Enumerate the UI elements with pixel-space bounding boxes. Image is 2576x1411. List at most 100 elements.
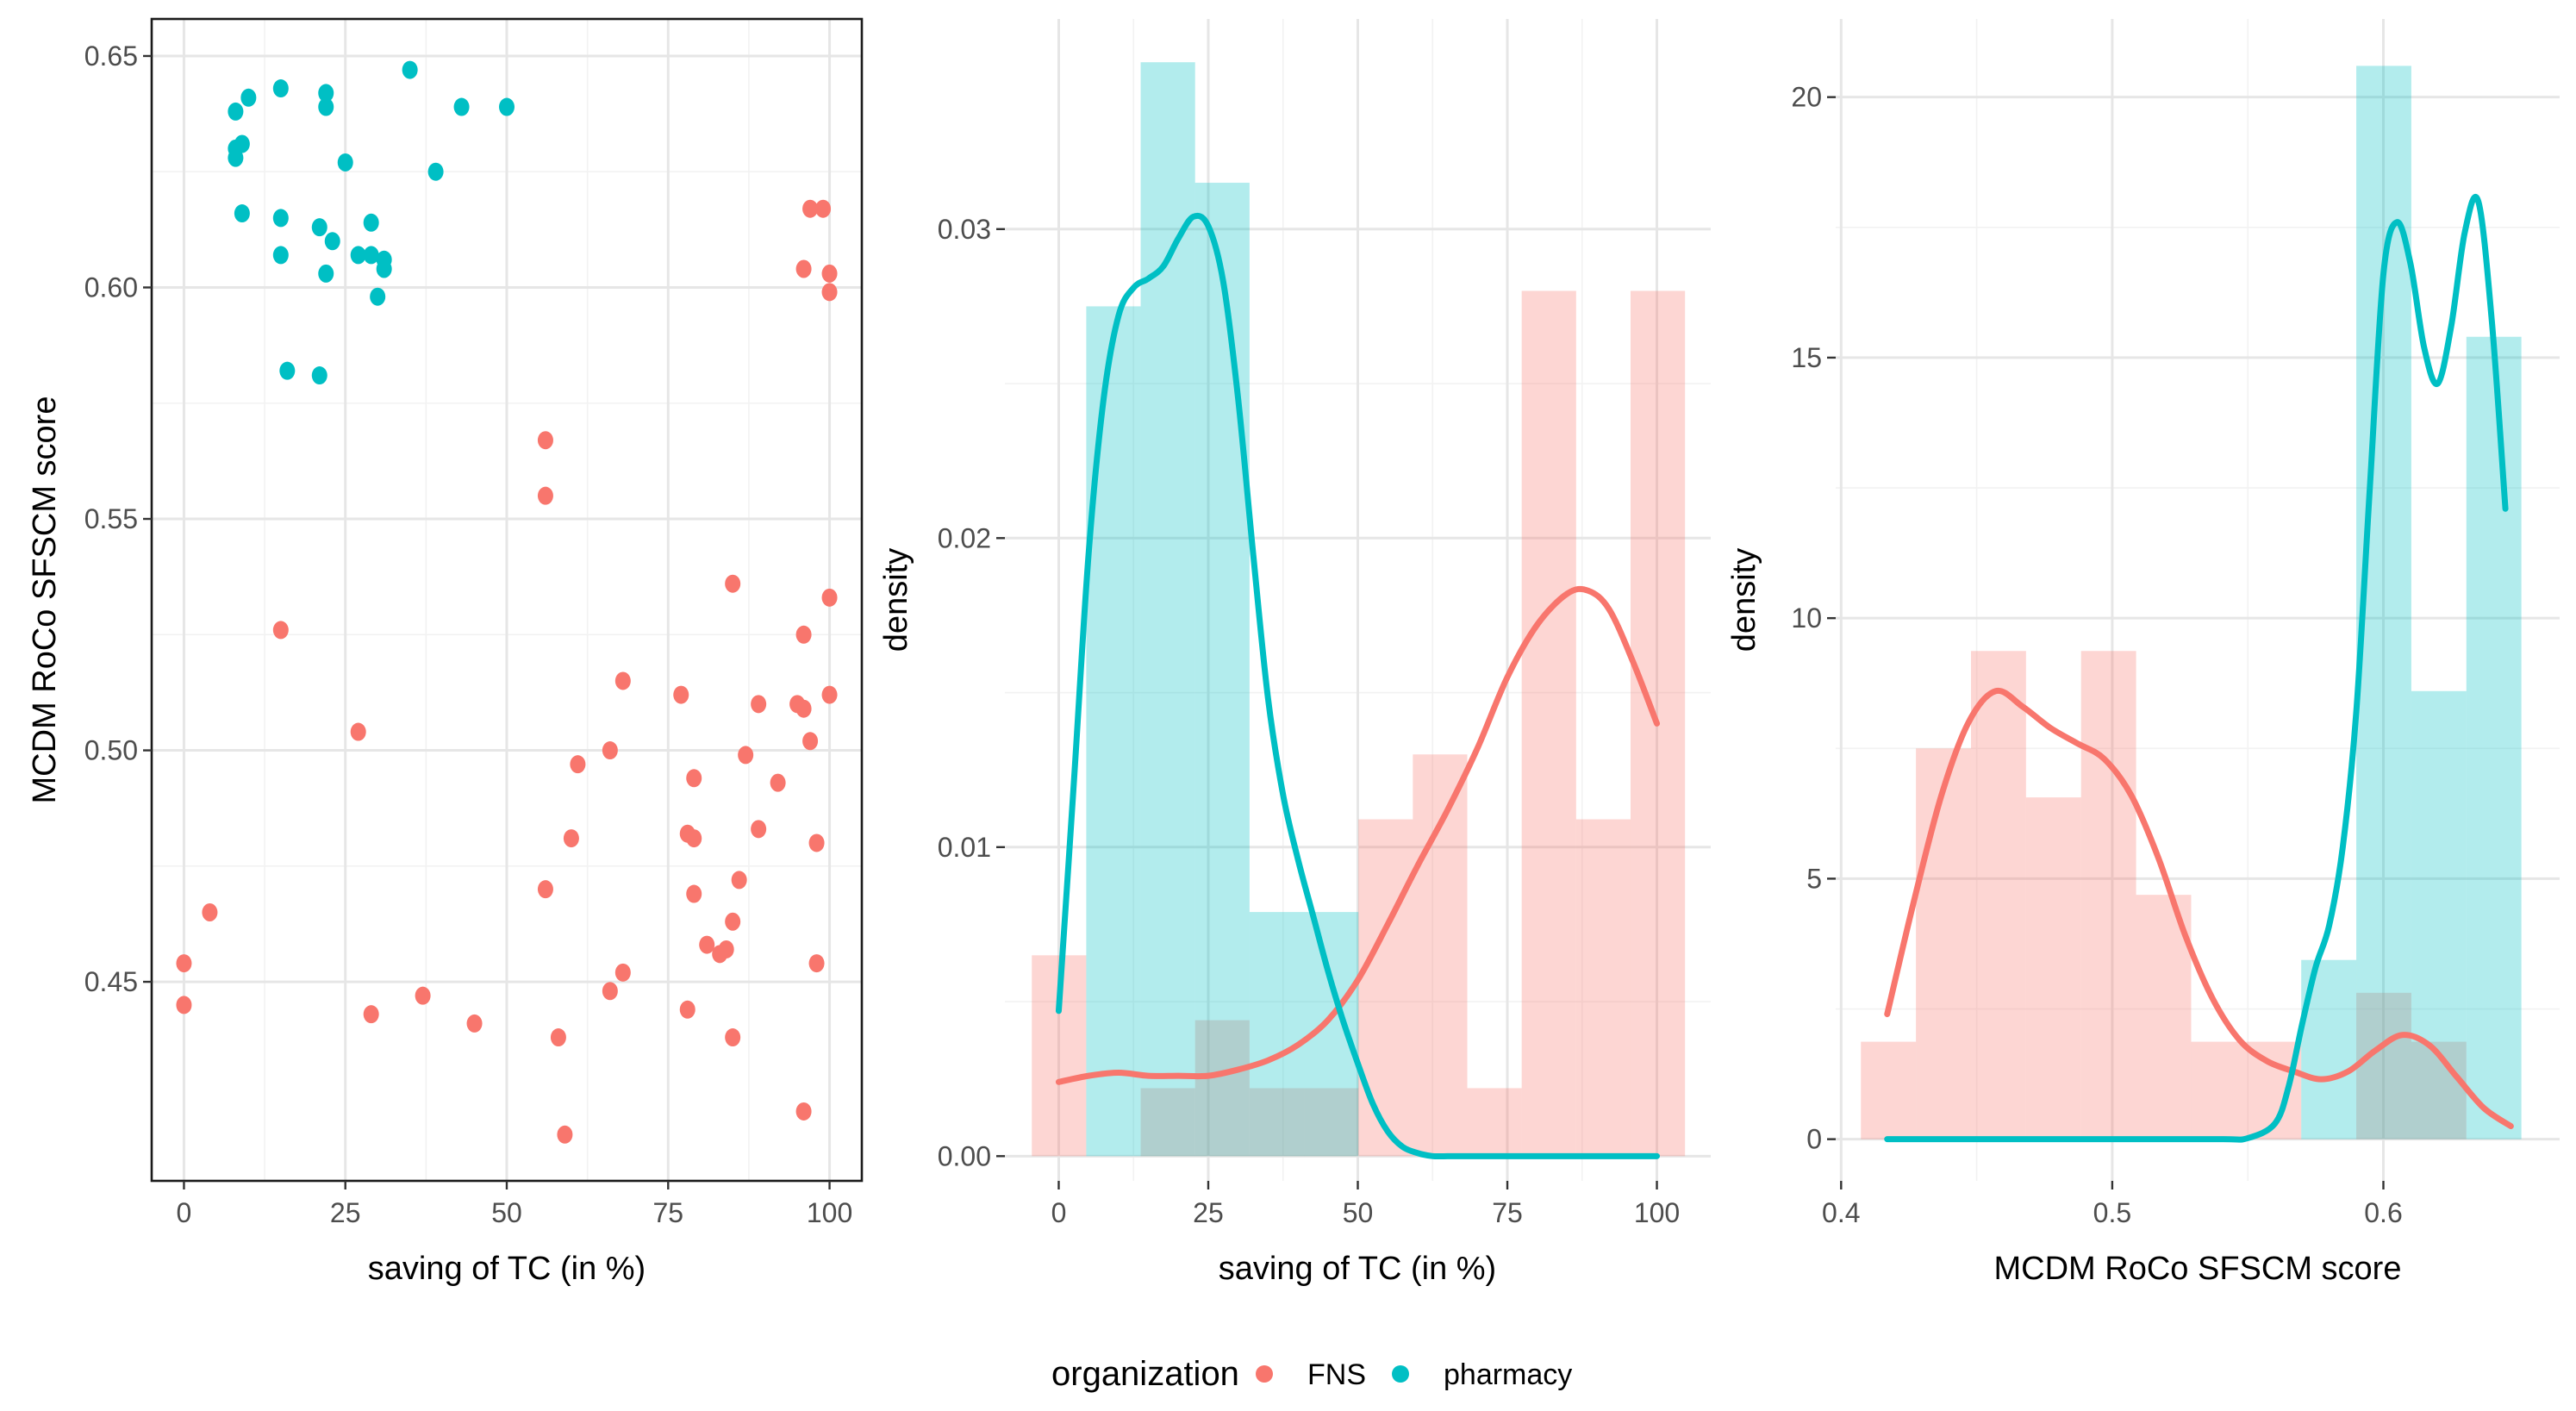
- histogram-bar-fns: [2025, 797, 2081, 1139]
- scatter-point-fns: [602, 982, 618, 1001]
- scatter-point-pharmacy: [318, 84, 334, 103]
- scatter-point-fns: [176, 954, 192, 973]
- y-axis-title: MCDM RoCo SFSCM score: [27, 396, 63, 804]
- legend-key-fns: [1256, 1365, 1273, 1383]
- scatter-point-pharmacy: [427, 162, 444, 181]
- scatter-point-pharmacy: [499, 97, 515, 116]
- histogram-bar-fns: [2136, 895, 2192, 1139]
- scatter-point-fns: [563, 829, 579, 848]
- scatter-point-pharmacy: [228, 102, 244, 121]
- x-tick-label: 0: [177, 1197, 192, 1228]
- scatter-point-fns: [686, 769, 702, 788]
- x-tick-label: 0: [1051, 1197, 1067, 1228]
- scatter-point-fns: [821, 685, 838, 704]
- scatter-point-pharmacy: [311, 218, 327, 237]
- scatter-point-fns: [415, 986, 431, 1005]
- x-axis-title: MCDM RoCo SFSCM score: [1994, 1251, 2402, 1287]
- scatter-point-fns: [725, 1028, 741, 1047]
- histogram-bar-fns: [1861, 1041, 1917, 1139]
- scatter-point-fns: [795, 259, 812, 278]
- x-tick-label: 25: [1193, 1197, 1224, 1228]
- x-tick-label: 100: [807, 1197, 852, 1228]
- scatter-point-fns: [731, 871, 747, 890]
- scatter-point-pharmacy: [376, 259, 392, 278]
- y-tick-label: 0.45: [84, 966, 138, 997]
- scatter-point-fns: [821, 588, 838, 607]
- scatter-point-fns: [614, 671, 631, 690]
- histogram-bar-pharmacy: [1249, 912, 1305, 1157]
- y-tick-label: 20: [1791, 82, 1822, 113]
- scatter-point-fns: [679, 1000, 695, 1019]
- scatter-point-pharmacy: [272, 79, 289, 98]
- x-tick-label: 0.4: [1822, 1197, 1860, 1228]
- scatter-point-pharmacy: [363, 213, 379, 232]
- histogram-bar-fns: [1575, 819, 1631, 1157]
- scatter-point-fns: [738, 746, 754, 765]
- scatter-point-pharmacy: [228, 139, 244, 158]
- histogram-bar-fns: [1521, 290, 1576, 1157]
- scatter-point-fns: [363, 1005, 379, 1024]
- scatter-point-pharmacy: [324, 232, 340, 251]
- scatter-point-fns: [751, 695, 767, 714]
- scatter-point-fns: [821, 264, 838, 283]
- scatter-point-pharmacy: [402, 60, 418, 79]
- y-tick-label: 0.02: [938, 522, 991, 553]
- scatter-point-fns: [795, 1102, 812, 1121]
- histogram-bar-pharmacy: [2466, 336, 2522, 1139]
- score-density-panel: 0.4 0.5 0.6 0 5 10 15 20 MCDM RoCo SFSCM score de…: [1726, 19, 2560, 1287]
- scatter-point-pharmacy: [363, 246, 379, 265]
- scatter-point-fns: [699, 935, 715, 954]
- histogram-bar-fns: [2080, 651, 2136, 1139]
- scatter-point-fns: [725, 912, 741, 931]
- histogram-bar-fns: [1358, 819, 1413, 1157]
- scatter-point-fns: [550, 1028, 566, 1047]
- y-tick-label: 0.65: [84, 41, 138, 72]
- scatter-point-fns: [815, 199, 832, 218]
- scatter-point-fns: [802, 199, 819, 218]
- scatter-point-fns: [795, 699, 812, 718]
- x-tick-label: 75: [652, 1197, 683, 1228]
- scatter-point-fns: [673, 685, 689, 704]
- scatter-point-fns: [802, 732, 819, 751]
- x-axis-title: saving of TC (in %): [368, 1251, 646, 1287]
- y-tick-label: 15: [1791, 342, 1822, 373]
- histogram-bar-pharmacy: [1140, 62, 1195, 1157]
- histogram-bar-fns: [1467, 1088, 1522, 1157]
- scatter-point-pharmacy: [337, 153, 353, 172]
- x-tick-label: 50: [491, 1197, 522, 1228]
- scatter-point-fns: [751, 820, 767, 839]
- scatter-point-fns: [614, 963, 631, 982]
- scatter-point-fns: [202, 903, 218, 922]
- scatter-point-pharmacy: [234, 204, 250, 223]
- y-tick-label: 10: [1791, 602, 1822, 634]
- legend-label-pharmacy: pharmacy: [1444, 1358, 1572, 1391]
- histogram-bar-fns: [1249, 1088, 1305, 1157]
- y-tick-label: 0.00: [938, 1140, 991, 1171]
- scatter-point-pharmacy: [318, 97, 334, 116]
- histogram-bar-fns: [2191, 1041, 2247, 1139]
- scatter-point-pharmacy: [311, 366, 327, 385]
- histogram-bar-pharmacy: [1086, 306, 1141, 1157]
- saving-density-panel: 0 25 50 75 100 0.00 0.01 0.02 0.03 saving of TC (…: [878, 19, 1711, 1287]
- y-tick-label: 0.03: [938, 214, 991, 245]
- scatter-point-pharmacy: [240, 88, 257, 107]
- x-tick-label: 75: [1492, 1197, 1523, 1228]
- scatter-point-fns: [537, 431, 553, 450]
- y-tick-label: 5: [1806, 863, 1822, 894]
- scatter-point-fns: [725, 574, 741, 593]
- scatter-point-fns: [712, 945, 728, 964]
- scatter-point-fns: [808, 833, 825, 852]
- density-line-pharmacy: [1055, 212, 1661, 1160]
- scatter-point-fns: [795, 625, 812, 644]
- scatter-point-pharmacy: [318, 264, 334, 283]
- density-line-fns: [1884, 687, 2514, 1130]
- x-tick-label: 100: [1634, 1197, 1680, 1228]
- scatter-point-fns: [537, 880, 553, 899]
- histogram-bar-pharmacy: [1194, 183, 1250, 1157]
- density-line-pharmacy: [1884, 193, 2509, 1143]
- scatter-point-pharmacy: [272, 246, 289, 265]
- scatter-point-fns: [466, 1014, 483, 1033]
- legend-label-fns: FNS: [1307, 1358, 1366, 1391]
- y-axis-title: density: [878, 548, 914, 652]
- scatter-point-pharmacy: [453, 97, 470, 116]
